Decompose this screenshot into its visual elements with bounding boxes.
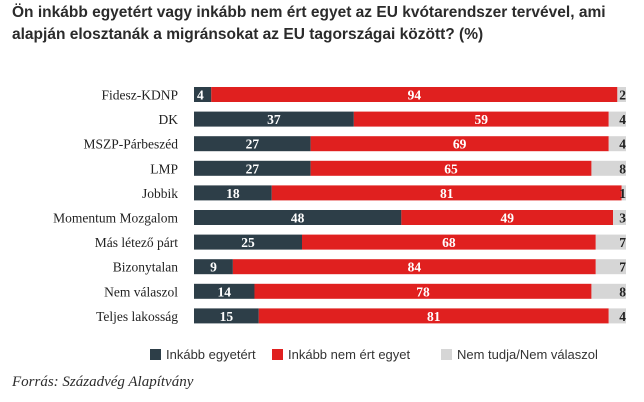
value-label-disagree-teljes-lakoss-g: 81 — [427, 309, 441, 324]
stacked-bar-chart: Fidesz-KDNP DK MSZP-Párbeszéd LMP Jobbik Mome… — [53, 87, 626, 362]
category-label-teljes-lakoss-g: Teljes lakosság — [96, 309, 178, 324]
legend: Inkább egyetért Inkább nem ért egyet Nem t… — [150, 347, 598, 362]
value-label-disagree-momentum-mozgalom: 49 — [500, 211, 514, 226]
bar-dontknow-dk — [608, 111, 626, 127]
value-label-agree-bizonytalan: 9 — [210, 260, 217, 275]
bar-dontknow-momentum-mozgalom — [613, 210, 626, 225]
value-label-agree-momentum-mozgalom: 48 — [291, 211, 305, 226]
bar-dontknow-fidesz-kdnp — [617, 87, 626, 102]
category-label-mszp-p-rbesz-d: MSZP-Párbeszéd — [84, 137, 179, 152]
bar-dontknow-mszp-p-rbesz-d — [608, 136, 626, 152]
bar-agree-fidesz-kdnp — [194, 87, 212, 102]
bar-agree-dk — [194, 111, 354, 127]
value-label-disagree-dk: 59 — [475, 112, 489, 127]
legend-label-agree: Inkább egyetért — [166, 347, 256, 362]
value-label-dontknow-jobbik: 1 — [619, 186, 626, 201]
value-label-disagree-lmp: 65 — [444, 161, 458, 176]
category-label-m-s-l-tez-p-rt: Más létező párt — [95, 235, 178, 250]
category-label-momentum-mozgalom: Momentum Mozgalom — [53, 211, 178, 226]
legend-label-dontknow: Nem tudja/Nem válaszol — [457, 347, 598, 362]
bar-dontknow-lmp — [591, 160, 626, 176]
bar-disagree-nem-v-laszol — [254, 283, 592, 299]
value-label-dontknow-dk: 4 — [619, 112, 626, 127]
value-label-disagree-bizonytalan: 84 — [408, 260, 422, 275]
bar-agree-bizonytalan — [194, 259, 233, 275]
value-label-dontknow-fidesz-kdnp: 2 — [619, 88, 626, 103]
category-label-fidesz-kdnp: Fidesz-KDNP — [102, 88, 179, 103]
value-label-agree-lmp: 27 — [246, 161, 260, 176]
value-label-dontknow-mszp-p-rbesz-d: 4 — [619, 137, 626, 152]
legend-swatch-dontknow — [441, 349, 452, 360]
value-label-disagree-fidesz-kdnp: 94 — [408, 88, 422, 103]
bar-disagree-lmp — [310, 160, 592, 176]
bar-agree-jobbik — [194, 185, 272, 201]
category-label-nem-v-laszol: Nem válaszol — [104, 284, 178, 299]
bar-dontknow-bizonytalan — [595, 259, 626, 275]
value-label-agree-jobbik: 18 — [226, 186, 240, 201]
bar-agree-nem-v-laszol — [194, 283, 255, 299]
legend-swatch-disagree — [272, 349, 283, 360]
bar-disagree-momentum-mozgalom — [401, 210, 614, 225]
category-label-jobbik: Jobbik — [142, 186, 178, 201]
chart-title: Ön inkább egyetért vagy inkább nem ért e… — [12, 4, 606, 43]
category-label-lmp: LMP — [150, 161, 178, 176]
bar-agree-lmp — [194, 160, 311, 176]
value-label-disagree-jobbik: 81 — [440, 186, 454, 201]
bar-agree-m-s-l-tez-p-rt — [194, 234, 302, 250]
bar-agree-teljes-lakoss-g — [194, 308, 259, 324]
bar-agree-mszp-p-rbesz-d — [194, 136, 311, 152]
bar-disagree-fidesz-kdnp — [211, 87, 618, 102]
value-label-dontknow-nem-v-laszol: 8 — [619, 284, 626, 299]
category-label-dk: DK — [159, 112, 179, 127]
bar-disagree-jobbik — [271, 185, 622, 201]
value-label-disagree-mszp-p-rbesz-d: 69 — [453, 137, 467, 152]
value-label-disagree-m-s-l-tez-p-rt: 68 — [442, 235, 456, 250]
bar-dontknow-teljes-lakoss-g — [608, 308, 626, 324]
bar-dontknow-nem-v-laszol — [591, 283, 626, 299]
bar-disagree-m-s-l-tez-p-rt — [302, 234, 596, 250]
category-label-bizonytalan: Bizonytalan — [113, 260, 178, 275]
bar-disagree-dk — [353, 111, 609, 127]
bar-dontknow-m-s-l-tez-p-rt — [595, 234, 626, 250]
bar-disagree-teljes-lakoss-g — [258, 308, 609, 324]
bar-agree-momentum-mozgalom — [194, 210, 402, 225]
legend-swatch-agree — [150, 349, 161, 360]
source-note: Forrás: Századvég Alapítvány — [12, 374, 194, 390]
value-label-dontknow-lmp: 8 — [619, 161, 626, 176]
value-label-agree-fidesz-kdnp: 4 — [197, 88, 204, 103]
value-label-dontknow-teljes-lakoss-g: 4 — [619, 309, 626, 324]
bar-dontknow-jobbik — [621, 185, 626, 201]
value-label-dontknow-momentum-mozgalom: 3 — [619, 211, 626, 226]
category-labels: Fidesz-KDNP DK MSZP-Párbeszéd LMP Jobbik Mome… — [53, 88, 178, 324]
bar-disagree-mszp-p-rbesz-d — [310, 136, 609, 152]
value-label-agree-dk: 37 — [267, 112, 281, 127]
bar-disagree-bizonytalan — [232, 259, 596, 275]
value-label-dontknow-m-s-l-tez-p-rt: 7 — [619, 235, 626, 250]
value-label-agree-nem-v-laszol: 14 — [217, 284, 231, 299]
bars: 4 94 237 59 427 69 427 65 818 81 148 49 325 68 79 84 714… — [194, 87, 626, 324]
value-label-agree-mszp-p-rbesz-d: 27 — [246, 137, 260, 152]
value-label-dontknow-bizonytalan: 7 — [619, 260, 626, 275]
value-label-disagree-nem-v-laszol: 78 — [416, 284, 430, 299]
value-label-agree-m-s-l-tez-p-rt: 25 — [241, 235, 255, 250]
legend-label-disagree: Inkább nem ért egyet — [288, 347, 411, 362]
value-label-agree-teljes-lakoss-g: 15 — [220, 309, 234, 324]
